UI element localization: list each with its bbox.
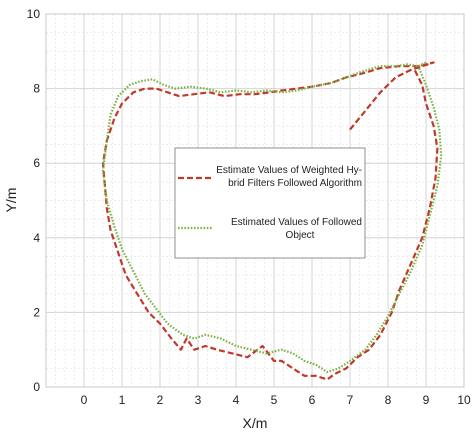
x-tick-label: 2 [157,393,164,407]
y-tick-label: 6 [33,156,40,170]
x-axis-title: X/m [243,415,268,431]
x-tick-label: 3 [195,393,202,407]
series-line-2 [101,61,443,374]
x-tick-labels: 0 1 2 3 4 5 6 7 8 9 10 [81,393,471,407]
x-tick-label: 1 [119,393,126,407]
x-tick-label: 7 [347,393,354,407]
x-tick-label: 6 [309,393,316,407]
series-group [101,61,443,381]
series-line-1 [101,61,439,381]
x-tick-label: 0 [81,393,88,407]
y-tick-label: 8 [33,82,40,96]
y-axis-title: Y/m [3,188,19,213]
legend-label-series-2-line-2: Object [286,230,315,241]
y-tick-label: 10 [27,7,41,21]
legend: Estimate Values of Weighted Hy- brid Fil… [174,147,366,259]
x-tick-label: 9 [423,393,430,407]
plot-frame [45,13,465,388]
legend-label-series-1-line-2: brid Filters Followed Algorithm [228,178,362,189]
y-tick-label: 0 [33,380,40,394]
x-tick-label: 5 [271,393,278,407]
x-tick-label: 8 [385,393,392,407]
legend-label-series-1-line-1: Estimate Values of Weighted Hy- [216,165,362,176]
x-tick-label: 4 [233,393,240,407]
x-tick-label: 10 [457,393,471,407]
y-tick-label: 2 [33,305,40,319]
legend-box [174,147,366,259]
y-tick-labels: 0 2 4 6 8 10 [27,7,41,394]
legend-label-series-2-line-1: Estimated Values of Followed [231,217,362,228]
y-tick-label: 4 [33,231,40,245]
